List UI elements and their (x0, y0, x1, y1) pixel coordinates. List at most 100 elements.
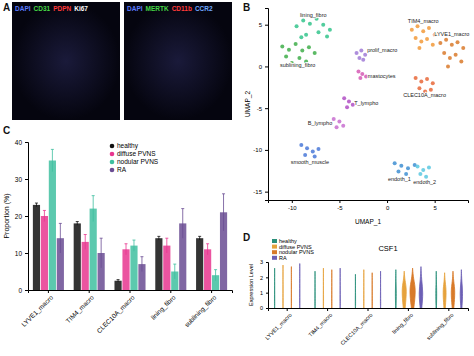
tick-mark (266, 308, 268, 309)
violin (299, 264, 300, 308)
axis-line (265, 9, 269, 201)
tick-mark (25, 179, 28, 180)
tick-label: LYVE1_macro (264, 312, 293, 341)
point (446, 64, 450, 68)
tick-mark (266, 262, 268, 263)
point (295, 24, 299, 28)
channel-label: CD31 (34, 5, 51, 12)
point (418, 172, 422, 176)
point (301, 19, 305, 23)
point (300, 49, 304, 53)
point (360, 72, 364, 76)
error-cap (51, 149, 54, 150)
error-bar (126, 244, 127, 255)
violin (443, 273, 446, 308)
violin (435, 271, 437, 308)
tick-label: -10 (288, 205, 297, 211)
channel-label: DAPI (15, 5, 31, 12)
point (280, 44, 284, 48)
error-bar (174, 264, 175, 279)
axis-line (266, 263, 269, 309)
tick: -15 (253, 189, 268, 195)
error-cap (84, 234, 87, 235)
error-cap (92, 195, 95, 196)
tick: -5 (257, 106, 268, 112)
tick-mark (265, 150, 268, 151)
tick: 0 (260, 305, 268, 311)
tick-mark (130, 290, 131, 293)
point (444, 38, 448, 42)
tick-label: 30 (15, 176, 23, 183)
tick: sublining_fibro (425, 308, 454, 341)
tick-label: sublining_fibro (425, 312, 454, 341)
tick: lining_fibro (149, 290, 177, 322)
error-cap (157, 236, 160, 237)
axis-title: UMAP_2 (244, 91, 252, 117)
error-bar (141, 257, 142, 272)
tick: -5 (337, 200, 343, 211)
point (414, 36, 418, 40)
tick: LYVE1_macro (264, 308, 293, 341)
axis: -15-10-505 (253, 9, 268, 201)
point (359, 49, 363, 53)
plot-area (280, 17, 465, 179)
tick-mark (265, 66, 268, 67)
point (450, 43, 454, 47)
axis-line (269, 201, 469, 204)
legend-swatch (110, 144, 115, 149)
point (307, 45, 311, 49)
point (342, 96, 346, 100)
error-bar (199, 236, 200, 240)
error-bar (133, 240, 134, 251)
legend-label: diffuse PVNS (117, 150, 156, 157)
point (414, 76, 418, 80)
point (311, 150, 315, 154)
violin (331, 270, 332, 308)
violin (323, 268, 324, 308)
violin (451, 271, 454, 308)
error-bar (158, 236, 159, 240)
tick-mark (435, 200, 436, 203)
point (438, 41, 442, 45)
error-cap (117, 279, 120, 280)
point (448, 56, 452, 60)
axis-line (269, 309, 469, 312)
tick-label: 0 (259, 64, 263, 70)
plot-area (274, 264, 462, 308)
panel-label: D (243, 232, 250, 243)
point (321, 23, 325, 27)
tick-label: TIM4_macro (307, 312, 333, 338)
point (416, 165, 420, 169)
tick-label: 0 (18, 287, 22, 294)
error-bar (215, 270, 216, 281)
axis-line (29, 291, 233, 294)
legend: healthydiffuse PVNSnodular PVNSRA (110, 142, 159, 173)
tick-label: CLEC10A_macro (339, 312, 374, 347)
point (299, 35, 303, 39)
point (361, 58, 365, 62)
point (431, 43, 435, 47)
point (305, 146, 309, 150)
bar (33, 205, 40, 290)
error-bar (166, 238, 167, 253)
tick: 10 (15, 250, 28, 257)
error-cap (222, 193, 225, 194)
violin (340, 268, 341, 308)
point (304, 33, 308, 37)
error-cap (198, 236, 201, 237)
point (442, 51, 446, 55)
point (396, 170, 400, 174)
legend-label: RA (279, 255, 287, 261)
error-cap (59, 223, 62, 224)
bar (204, 249, 211, 290)
axis: 0123 (260, 259, 269, 311)
tick-mark (292, 200, 293, 203)
error-bar (77, 222, 78, 226)
tick: -10 (288, 200, 297, 211)
tick-label: 2 (260, 275, 263, 281)
axis-line (25, 143, 29, 291)
error-cap (206, 243, 209, 244)
tick-mark (25, 253, 28, 254)
tick-mark (25, 142, 28, 143)
tick-label: 0 (386, 205, 390, 211)
